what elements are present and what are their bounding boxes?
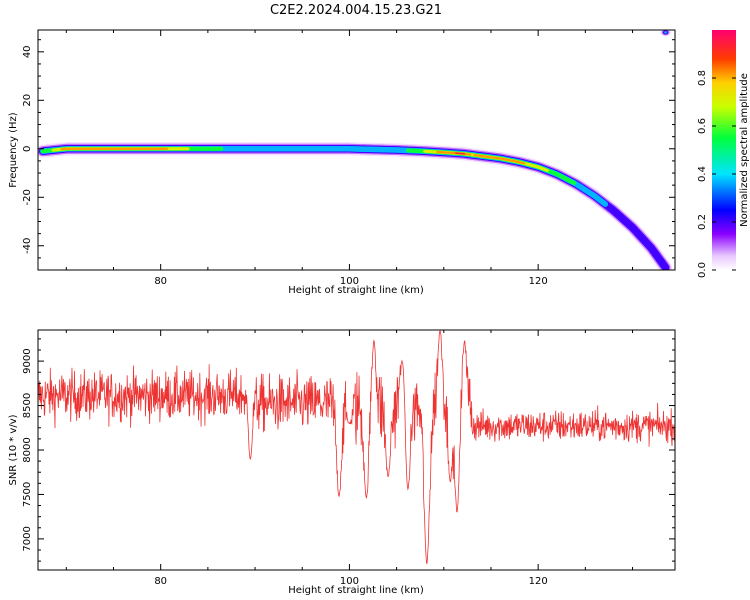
spectrogram-ridge-segment — [600, 199, 609, 207]
y-tick-label: 8500 — [22, 393, 33, 418]
x-tick-label: 100 — [340, 576, 359, 587]
snr-y-label: SNR (10 * v/v) — [8, 414, 19, 485]
y-tick-label: 7000 — [22, 526, 33, 551]
spectrogram-marks — [38, 30, 673, 270]
spectrogram-ridge-segment — [543, 168, 549, 172]
y-tick-label: 7500 — [22, 482, 33, 507]
x-tick-label: 120 — [529, 576, 548, 587]
y-tick-label: 20 — [22, 94, 33, 107]
colorbar: 0.0 0.2 0.4 0.6 0.8 Normalized spectral ampl… — [697, 30, 750, 278]
spectrogram-ticks: 80 100 120 -40 -20 0 20 40 — [22, 30, 675, 287]
spectrogram-ridge-segment — [521, 161, 526, 165]
x-tick-label: 100 — [340, 276, 359, 287]
colorbar-ticks: 0.0 0.2 0.4 0.6 0.8 — [697, 70, 736, 278]
colorbar-tick-label: 0.8 — [697, 70, 708, 86]
colorbar-tick-label: 0.2 — [697, 214, 708, 230]
x-tick-label: 80 — [154, 576, 167, 587]
y-tick-label: -20 — [22, 189, 33, 205]
colorbar-tick-label: 0.0 — [697, 262, 708, 278]
spectrogram-y-label: Frequency (Hz) — [8, 112, 19, 188]
snr-series-line — [38, 330, 675, 565]
y-tick-label: 8000 — [22, 437, 33, 462]
colorbar-tick-label: 0.4 — [697, 166, 708, 182]
snr-ticks: 80 100 120 7000 7500 8000 8500 9000 — [22, 330, 675, 587]
colorbar-gradient — [712, 30, 736, 270]
y-tick-label: 0 — [22, 146, 33, 152]
snr-x-label: Height of straight line (km) — [288, 585, 424, 596]
x-tick-label: 80 — [154, 276, 167, 287]
snr-panel: 80 100 120 7000 7500 8000 8500 9000 Height of s… — [8, 329, 676, 596]
colorbar-tick-label: 0.6 — [697, 118, 708, 134]
chart-title: C2E2.2024.004.15.23.G21 — [270, 3, 442, 18]
spectrogram-ridge-segment — [659, 260, 670, 270]
spectrogram-ridge-segment — [570, 180, 577, 186]
y-tick-label: 9000 — [22, 348, 33, 373]
y-tick-label: 40 — [22, 45, 33, 58]
spectrogram-x-label: Height of straight line (km) — [288, 285, 424, 296]
spectrogram-corner-blob — [664, 31, 668, 34]
spectrogram-panel: 80 100 120 -40 -20 0 20 40 Height of straight l… — [8, 29, 676, 296]
colorbar-label: Normalized spectral amplitude — [739, 73, 750, 227]
x-tick-label: 120 — [529, 276, 548, 287]
spectrogram-frame — [37, 29, 676, 271]
y-tick-label: -40 — [22, 238, 33, 254]
